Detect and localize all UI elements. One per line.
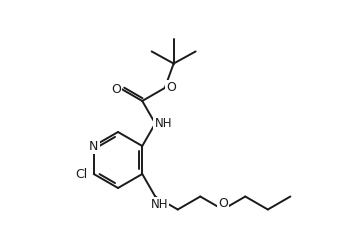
Text: O: O	[218, 197, 228, 210]
Text: N: N	[89, 139, 98, 152]
Text: Cl: Cl	[76, 168, 88, 182]
Text: NH: NH	[150, 198, 168, 211]
Text: O: O	[111, 83, 121, 96]
Text: O: O	[166, 82, 176, 94]
Text: NH: NH	[154, 117, 172, 130]
